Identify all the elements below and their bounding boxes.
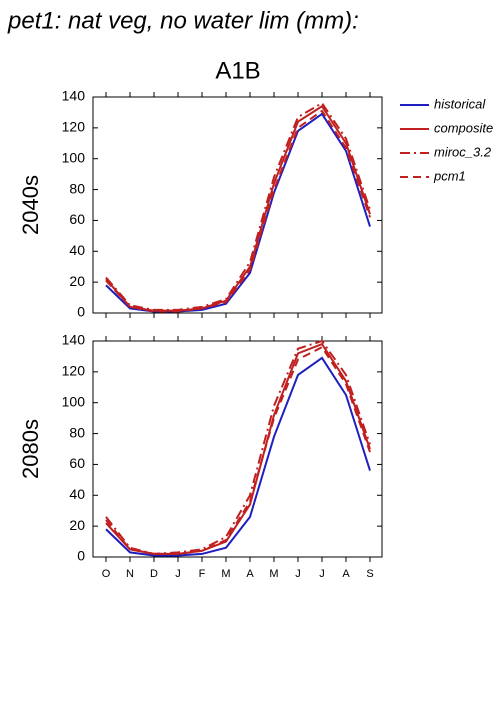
plot-frame [92, 340, 383, 558]
y-tick-label: 100 [62, 393, 86, 409]
y-tick-label: 0 [77, 304, 85, 320]
y-tick-label: 140 [62, 88, 86, 104]
plot-frame [92, 96, 383, 314]
y-tick-label: 20 [69, 517, 85, 533]
series-line [105, 104, 371, 312]
y-axis-title: 2080s [18, 419, 43, 479]
scenario-title: A1B [215, 57, 260, 84]
series-line [105, 356, 371, 557]
x-tick-label: J [319, 568, 325, 580]
series-line [105, 345, 371, 555]
y-tick-label: 60 [69, 211, 85, 227]
x-tick-label: D [150, 568, 158, 580]
y-tick-label: 40 [69, 486, 85, 502]
y-tick-label: 80 [69, 424, 85, 440]
series-line [105, 339, 371, 555]
x-tick-label: A [342, 568, 350, 580]
legend-label: composite [434, 120, 493, 135]
y-tick-label: 20 [69, 273, 85, 289]
y-tick-label: 40 [69, 242, 85, 258]
series-line [105, 109, 371, 313]
x-tick-label: F [199, 568, 206, 580]
y-axis-title: 2040s [18, 175, 43, 235]
y-tick-label: 60 [69, 455, 85, 471]
y-tick-label: 0 [77, 548, 85, 564]
legend-label: historical [434, 96, 486, 111]
y-tick-label: 120 [62, 363, 86, 379]
y-tick-label: 140 [62, 332, 86, 348]
x-tick-label: O [102, 568, 111, 580]
x-tick-label: N [126, 568, 134, 580]
y-tick-label: 80 [69, 180, 85, 196]
y-tick-label: 100 [62, 149, 86, 165]
legend-label: pcm1 [433, 168, 466, 183]
x-tick-label: A [246, 568, 254, 580]
x-tick-label: M [269, 568, 278, 580]
series-line [105, 101, 371, 311]
x-tick-label: J [175, 568, 181, 580]
page-title: pet1: nat veg, no water lim (mm): [7, 7, 359, 34]
x-tick-label: S [366, 568, 373, 580]
y-tick-label: 120 [62, 119, 86, 135]
x-tick-label: J [295, 568, 301, 580]
x-tick-label: M [221, 568, 230, 580]
legend-label: miroc_3.2 [434, 144, 492, 159]
